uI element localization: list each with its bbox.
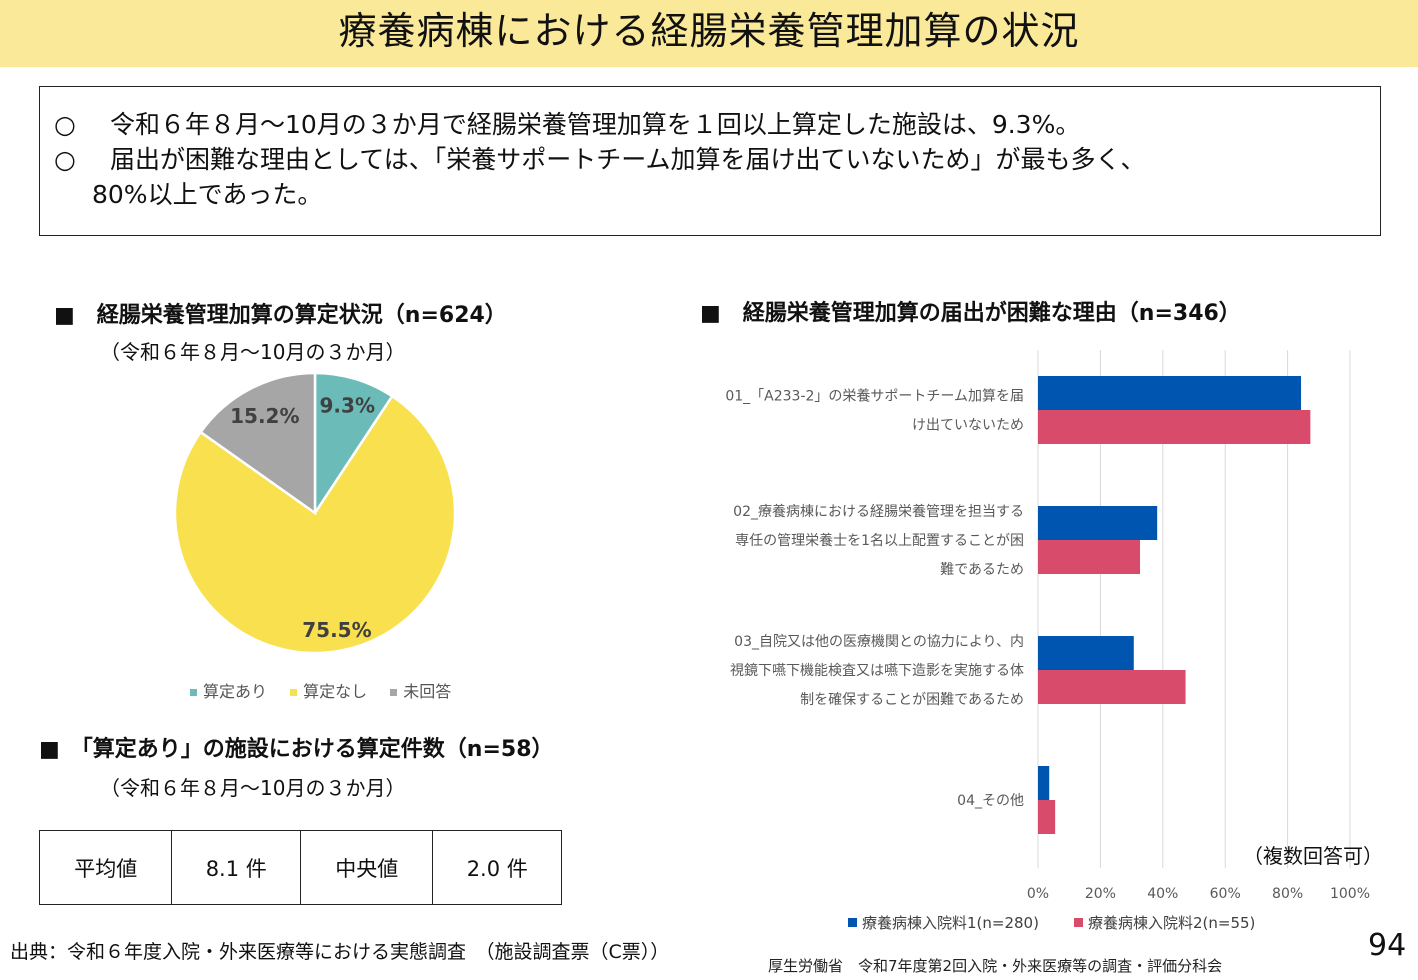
x-tick-label: 0%	[1027, 886, 1049, 902]
legend-label: 未回答	[403, 682, 452, 701]
legend-swatch	[848, 918, 857, 927]
legend-item-calculated: 算定あり	[190, 682, 267, 701]
bar-1-series-1	[1038, 376, 1302, 410]
table-cell-median-value: 2.0 件	[432, 830, 562, 905]
legend-swatch	[290, 689, 298, 696]
pie-legend: 算定あり 算定なし 未回答	[190, 678, 469, 702]
pie-period: （令和６年８月～10月の３か月）	[100, 340, 406, 364]
bar-1-series-2	[1038, 410, 1311, 444]
category-label: 視鏡下嚥下機能検査又は嚥下造影を実施する体	[730, 663, 1024, 679]
bullet-icon: ○	[54, 110, 76, 139]
x-tick-label: 80%	[1272, 886, 1303, 902]
pie-chart: 9.3% 75.5% 15.2%	[173, 371, 457, 655]
category-label: 03_自院又は他の医療機関との協力により、内	[734, 633, 1024, 650]
bullet-icon: ○	[54, 145, 76, 174]
legend-swatch	[390, 689, 398, 696]
category-label: 04_その他	[957, 793, 1024, 809]
legend-item-no-answer: 未回答	[390, 682, 451, 701]
pie-slice-1	[313, 371, 394, 518]
legend-swatch	[190, 689, 197, 696]
table-row: 平均値 8.1 件 中央値 2.0 件	[38, 830, 562, 905]
count-table: 平均値 8.1 件 中央値 2.0 件	[38, 830, 562, 905]
category-label: 01_「A233-2」の栄養サポートチーム加算を届	[725, 388, 1024, 405]
legend-label: 算定なし	[303, 682, 368, 701]
pie-slice-2	[173, 394, 457, 655]
footer-text: 厚生労働省 令和7年度第2回入院・外来医療等の調査・評価分科会	[768, 957, 1223, 975]
bar-3-series-1	[1038, 636, 1134, 670]
category-label: 難であるため	[940, 562, 1024, 578]
bar-4-series-1	[1038, 766, 1050, 800]
x-tick-label: 100%	[1330, 886, 1370, 902]
source-note: 出典：令和６年度入院・外来医療等における実態調査 （施設調査票（C票））	[10, 941, 670, 963]
count-period: （令和６年８月～10月の３か月）	[100, 776, 406, 800]
x-tick-label: 60%	[1210, 886, 1241, 902]
count-heading: ■ 「算定あり」の施設における算定件数（n=58）	[39, 737, 554, 762]
summary-text-2: 届出が困難な理由としては、「栄養サポートチーム加算を届け出ていないため」が最も多…	[110, 145, 1146, 174]
category-label: 専任の管理栄養士を1名以上配置することが困	[735, 532, 1024, 549]
legend-label: 算定あり	[203, 682, 268, 701]
pie-slice-label: 15.2%	[230, 404, 299, 428]
page-title: 療養病棟における経腸栄養管理加算の状況	[338, 9, 1080, 53]
category-label: 制を確保することが困難であるため	[800, 692, 1024, 708]
bar-2-series-2	[1038, 540, 1141, 574]
bar-heading: ■ 経腸栄養管理加算の届出が困難な理由（n=346）	[700, 301, 1241, 326]
legend-label: 療養病棟入院料1(n=280)	[862, 914, 1039, 932]
bar-2-series-1	[1038, 506, 1158, 540]
pie-slice-label: 75.5%	[302, 618, 371, 642]
page-number: 94	[1368, 928, 1407, 963]
multiple-answer-note: （複数回答可）	[1243, 844, 1383, 868]
summary-line-2: ○ 届出が困難な理由としては、「栄養サポートチーム加算を届け出ていないため」が最も…	[54, 142, 1146, 178]
category-label: 02_療養病棟における経腸栄養管理を担当する	[733, 503, 1024, 520]
table-cell-mean-value: 8.1 件	[171, 830, 301, 905]
legend-item-not-calculated: 算定なし	[290, 682, 367, 701]
table-cell-median-label: 中央値	[299, 830, 434, 905]
x-tick-label: 40%	[1147, 886, 1178, 902]
bar-chart: 0% 20% 40% 60% 80% 100% 01_「A233-2」の栄養サポートチーム加…	[725, 350, 1370, 932]
legend-swatch	[1074, 918, 1083, 927]
bar-3-series-2	[1038, 670, 1186, 704]
legend-label: 療養病棟入院料2(n=55)	[1088, 914, 1255, 932]
category-label: け出ていないため	[912, 418, 1024, 434]
bar-4-series-2	[1038, 800, 1056, 834]
summary-text-2-cont: 80%以上であった。	[92, 180, 323, 209]
x-tick-label: 20%	[1085, 886, 1116, 902]
title-bar: 療養病棟における経腸栄養管理加算の状況	[0, 0, 1418, 67]
pie-slice-label: 9.3%	[320, 394, 375, 418]
summary-text-1: 令和６年８月～10月の３か月で経腸栄養管理加算を１回以上算定した施設は、9.3%…	[110, 110, 1081, 139]
pie-heading: ■ 経腸栄養管理加算の算定状況（n=624）	[54, 303, 507, 328]
summary-box: ○ 令和６年８月～10月の３か月で経腸栄養管理加算を１回以上算定した施設は、9.3…	[39, 86, 1381, 236]
pie-slice-3	[198, 371, 317, 516]
summary-line-1: ○ 令和６年８月～10月の３か月で経腸栄養管理加算を１回以上算定した施設は、9.3…	[54, 107, 1080, 143]
table-cell-mean-label: 平均値	[38, 830, 173, 905]
